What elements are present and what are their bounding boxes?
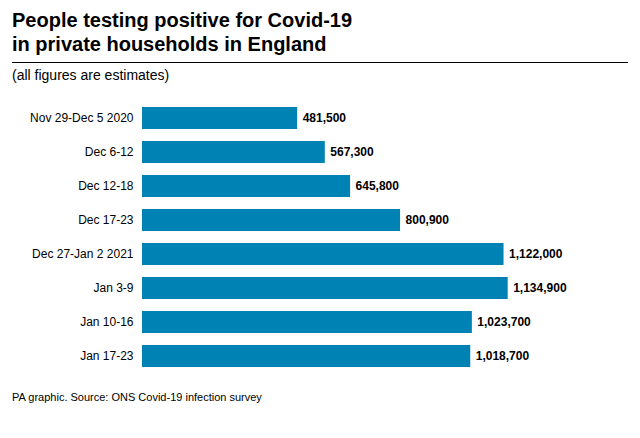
html-text:PA graphic. Source: ONS Covid-: PA graphic. Source: ONS Covid-19 infecti… — [12, 391, 262, 403]
svg-text:567,300: 567,300 — [330, 145, 374, 159]
svg-text:481,500: 481,500 — [303, 111, 347, 125]
svg-text:Dec 27-Jan 2 2021: Dec 27-Jan 2 2021 — [32, 247, 134, 261]
svg-text:645,800: 645,800 — [356, 179, 400, 193]
html-text:People testing positive for Co: People testing positive for Covid-19 in … — [12, 9, 353, 55]
svg-text:1,018,700: 1,018,700 — [476, 349, 530, 363]
svg-text:1,122,000: 1,122,000 — [509, 247, 563, 261]
svg-text:1,134,900: 1,134,900 — [513, 281, 567, 295]
svg-text:Jan 3-9: Jan 3-9 — [93, 281, 133, 295]
svg-text:Jan 10-16: Jan 10-16 — [80, 315, 134, 329]
html-text:(all figures are estimates): (all figures are estimates) — [12, 67, 170, 83]
svg-text:1,023,700: 1,023,700 — [477, 315, 531, 329]
svg-text:Nov 29-Dec 5 2020: Nov 29-Dec 5 2020 — [30, 111, 134, 125]
svg-text:Dec 12-18: Dec 12-18 — [78, 179, 134, 193]
svg-text:Dec 17-23: Dec 17-23 — [78, 213, 134, 227]
svg-text:Dec 6-12: Dec 6-12 — [85, 145, 134, 159]
svg-text:Jan 17-23: Jan 17-23 — [80, 349, 134, 363]
svg-text:800,900: 800,900 — [406, 213, 450, 227]
